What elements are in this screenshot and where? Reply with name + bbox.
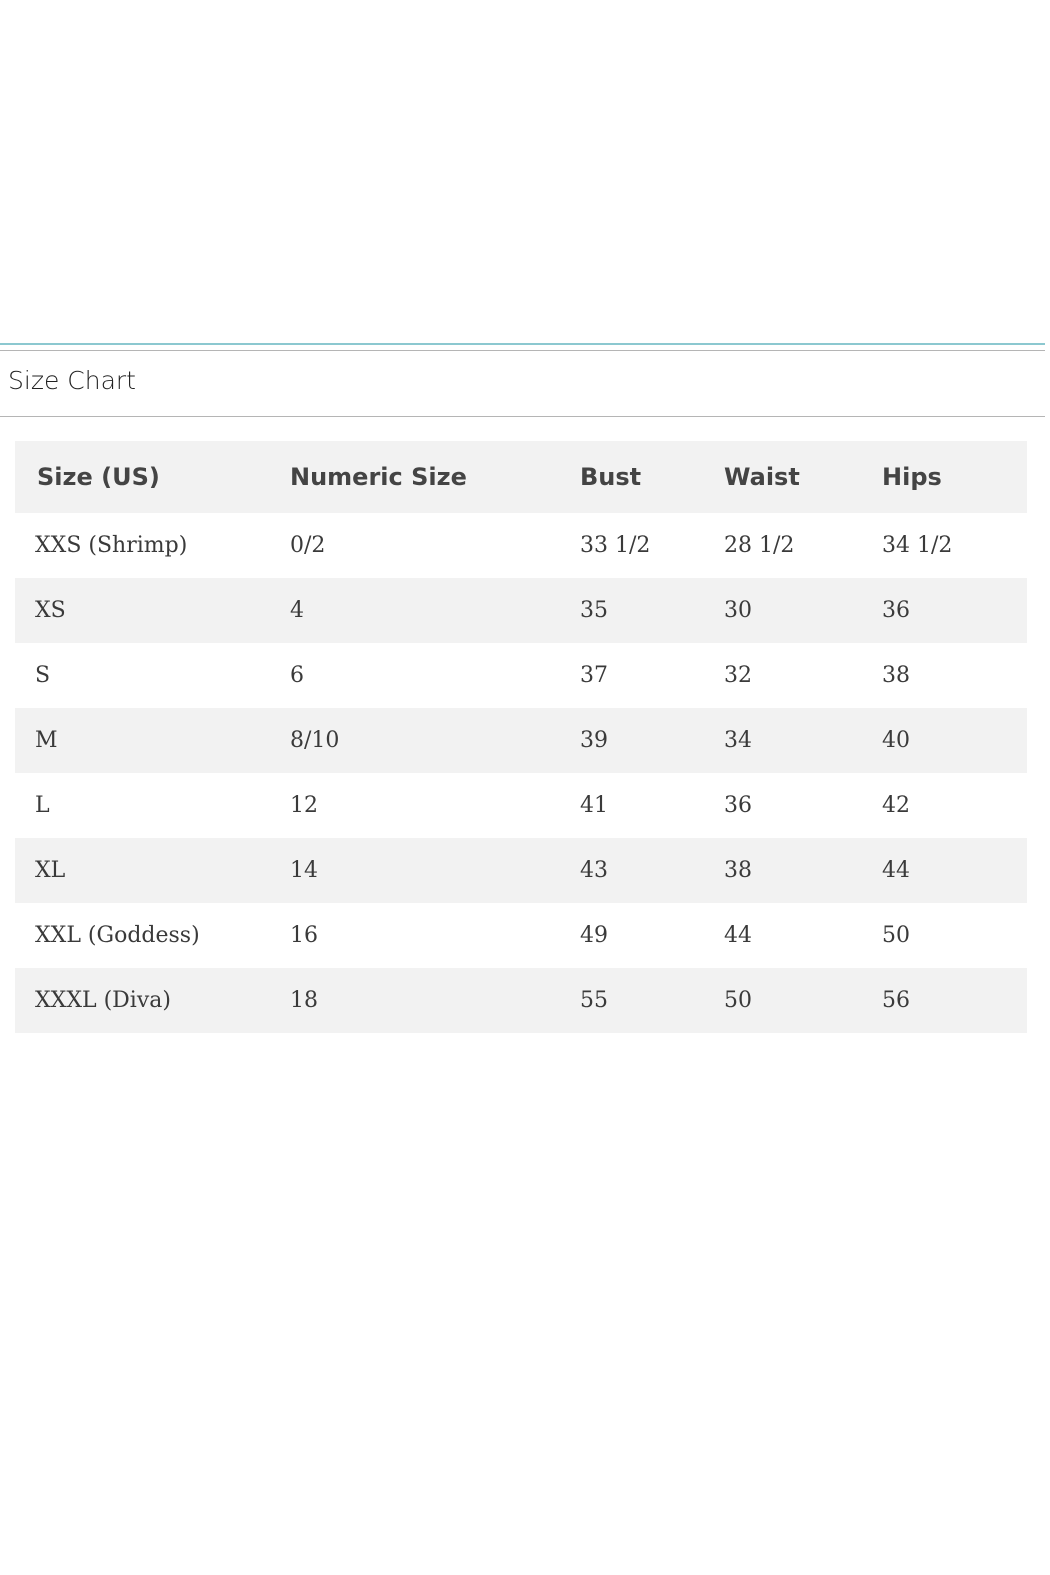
- table-row: XS 4 35 30 36: [15, 578, 1027, 643]
- column-header: Numeric Size: [290, 441, 580, 513]
- divider: [0, 350, 1045, 351]
- table-cell: 28 1/2: [724, 533, 795, 558]
- table-row: XXS (Shrimp) 0/2 33 1/2 28 1/2 34 1/2: [15, 513, 1027, 578]
- table-row: M 8/10 39 34 40: [15, 708, 1027, 773]
- column-header: Hips: [882, 441, 1027, 513]
- table-cell: 18: [290, 968, 580, 1033]
- table-cell: L: [35, 793, 50, 818]
- table-cell: 39: [580, 708, 724, 773]
- table-cell: M: [15, 708, 290, 773]
- table-cell: XS: [15, 578, 290, 643]
- table-cell: 4: [290, 578, 580, 643]
- table-cell: XL: [15, 838, 290, 903]
- table-cell: 40: [882, 708, 1027, 773]
- table-cell: 43: [580, 838, 724, 903]
- table-header-row: Size (US) Numeric Size Bust Waist Hips: [15, 441, 1027, 513]
- table-row: XL 14 43 38 44: [15, 838, 1027, 903]
- divider: [0, 416, 1045, 417]
- table-cell: 36: [724, 793, 752, 818]
- table-cell: 38: [724, 838, 882, 903]
- table-cell: 50: [724, 968, 882, 1033]
- table-cell: S: [35, 663, 51, 688]
- table-cell: XXL (Goddess): [35, 923, 200, 948]
- table-cell: 35: [580, 578, 724, 643]
- table-cell: 33 1/2: [580, 533, 651, 558]
- table-cell: 0/2: [290, 533, 326, 558]
- table-row: S 6 37 32 38: [15, 643, 1027, 708]
- table-cell: 56: [882, 968, 1027, 1033]
- table-cell: 36: [882, 578, 1027, 643]
- table-cell: 37: [580, 663, 608, 688]
- accent-divider: [0, 343, 1045, 345]
- section-title: Size Chart: [8, 366, 136, 395]
- size-chart-table: Size (US) Numeric Size Bust Waist Hips XXS (…: [15, 441, 1027, 1033]
- table-cell: 41: [580, 793, 608, 818]
- table-cell: 42: [882, 793, 910, 818]
- table-cell: 12: [290, 793, 318, 818]
- table-cell: 14: [290, 838, 580, 903]
- table-row: XXL (Goddess) 16 49 44 50: [15, 903, 1027, 968]
- table-cell: 34 1/2: [882, 533, 953, 558]
- table-cell: 49: [580, 923, 608, 948]
- column-header: Bust: [580, 441, 724, 513]
- table-cell: 34: [724, 708, 882, 773]
- table-cell: 44: [724, 923, 752, 948]
- table-cell: 6: [290, 663, 304, 688]
- table-cell: XXXL (Diva): [15, 968, 290, 1033]
- table-cell: 30: [724, 578, 882, 643]
- table-cell: XXS (Shrimp): [35, 533, 188, 558]
- table-cell: 44: [882, 838, 1027, 903]
- table-cell: 16: [290, 923, 318, 948]
- table-cell: 32: [724, 663, 752, 688]
- table-cell: 50: [882, 923, 910, 948]
- column-header: Size (US): [15, 441, 290, 513]
- table-row: XXXL (Diva) 18 55 50 56: [15, 968, 1027, 1033]
- table-cell: 8/10: [290, 708, 580, 773]
- column-header: Waist: [724, 441, 882, 513]
- table-cell: 38: [882, 663, 910, 688]
- table-row: L 12 41 36 42: [15, 773, 1027, 838]
- table-cell: 55: [580, 968, 724, 1033]
